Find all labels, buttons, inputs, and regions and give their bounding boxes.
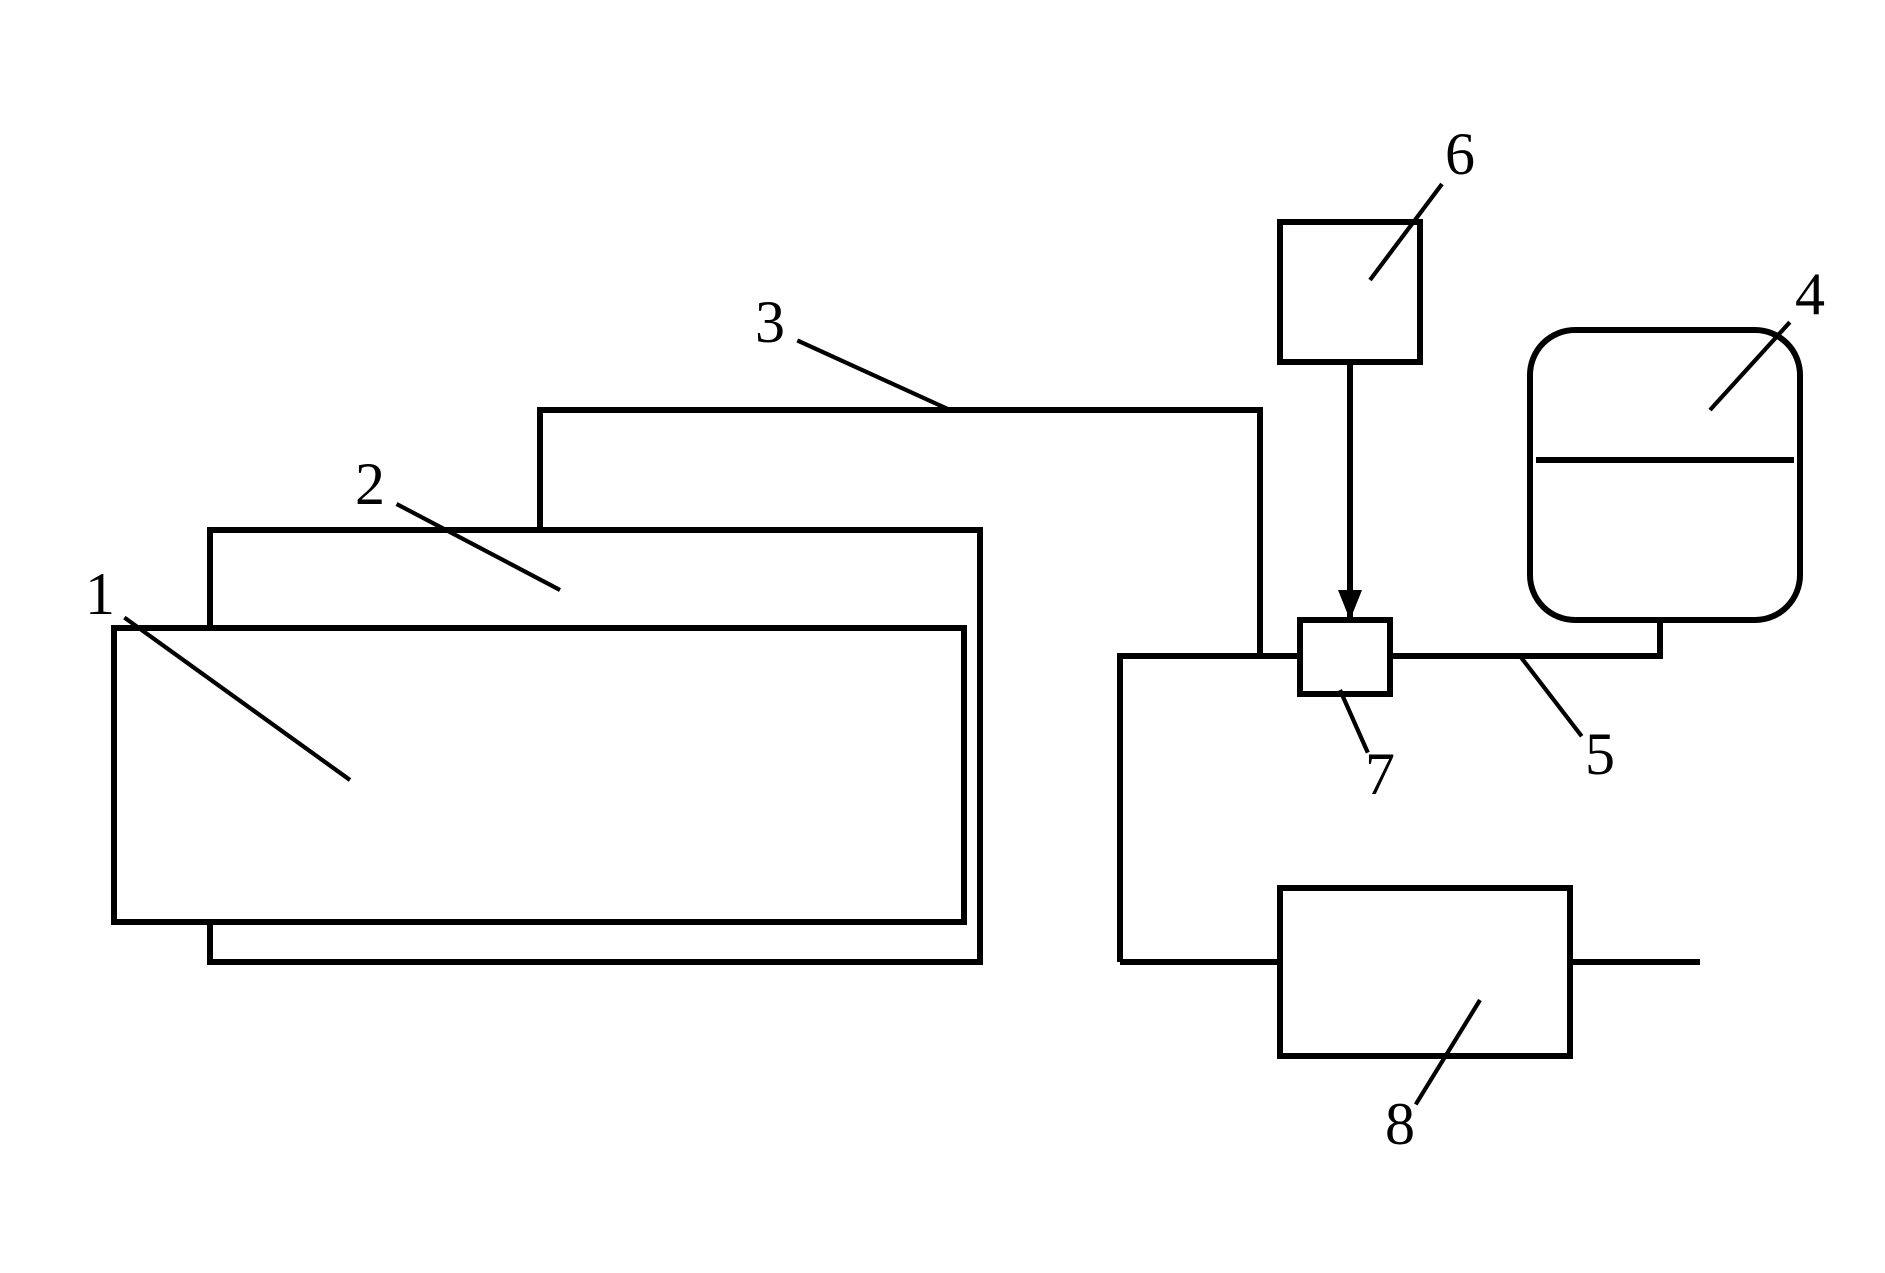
block1 bbox=[114, 628, 964, 922]
label-l1: 1 bbox=[85, 561, 115, 627]
label-l2: 2 bbox=[355, 451, 385, 517]
label-l7: 7 bbox=[1365, 741, 1395, 807]
label-l5: 5 bbox=[1585, 721, 1615, 787]
label-l8: 8 bbox=[1385, 1091, 1415, 1157]
label-l6: 6 bbox=[1445, 121, 1475, 187]
block7 bbox=[1300, 620, 1390, 694]
label-l3: 3 bbox=[755, 289, 785, 355]
block4 bbox=[1530, 330, 1800, 620]
block8 bbox=[1280, 888, 1570, 1056]
label-l4: 4 bbox=[1795, 261, 1825, 327]
